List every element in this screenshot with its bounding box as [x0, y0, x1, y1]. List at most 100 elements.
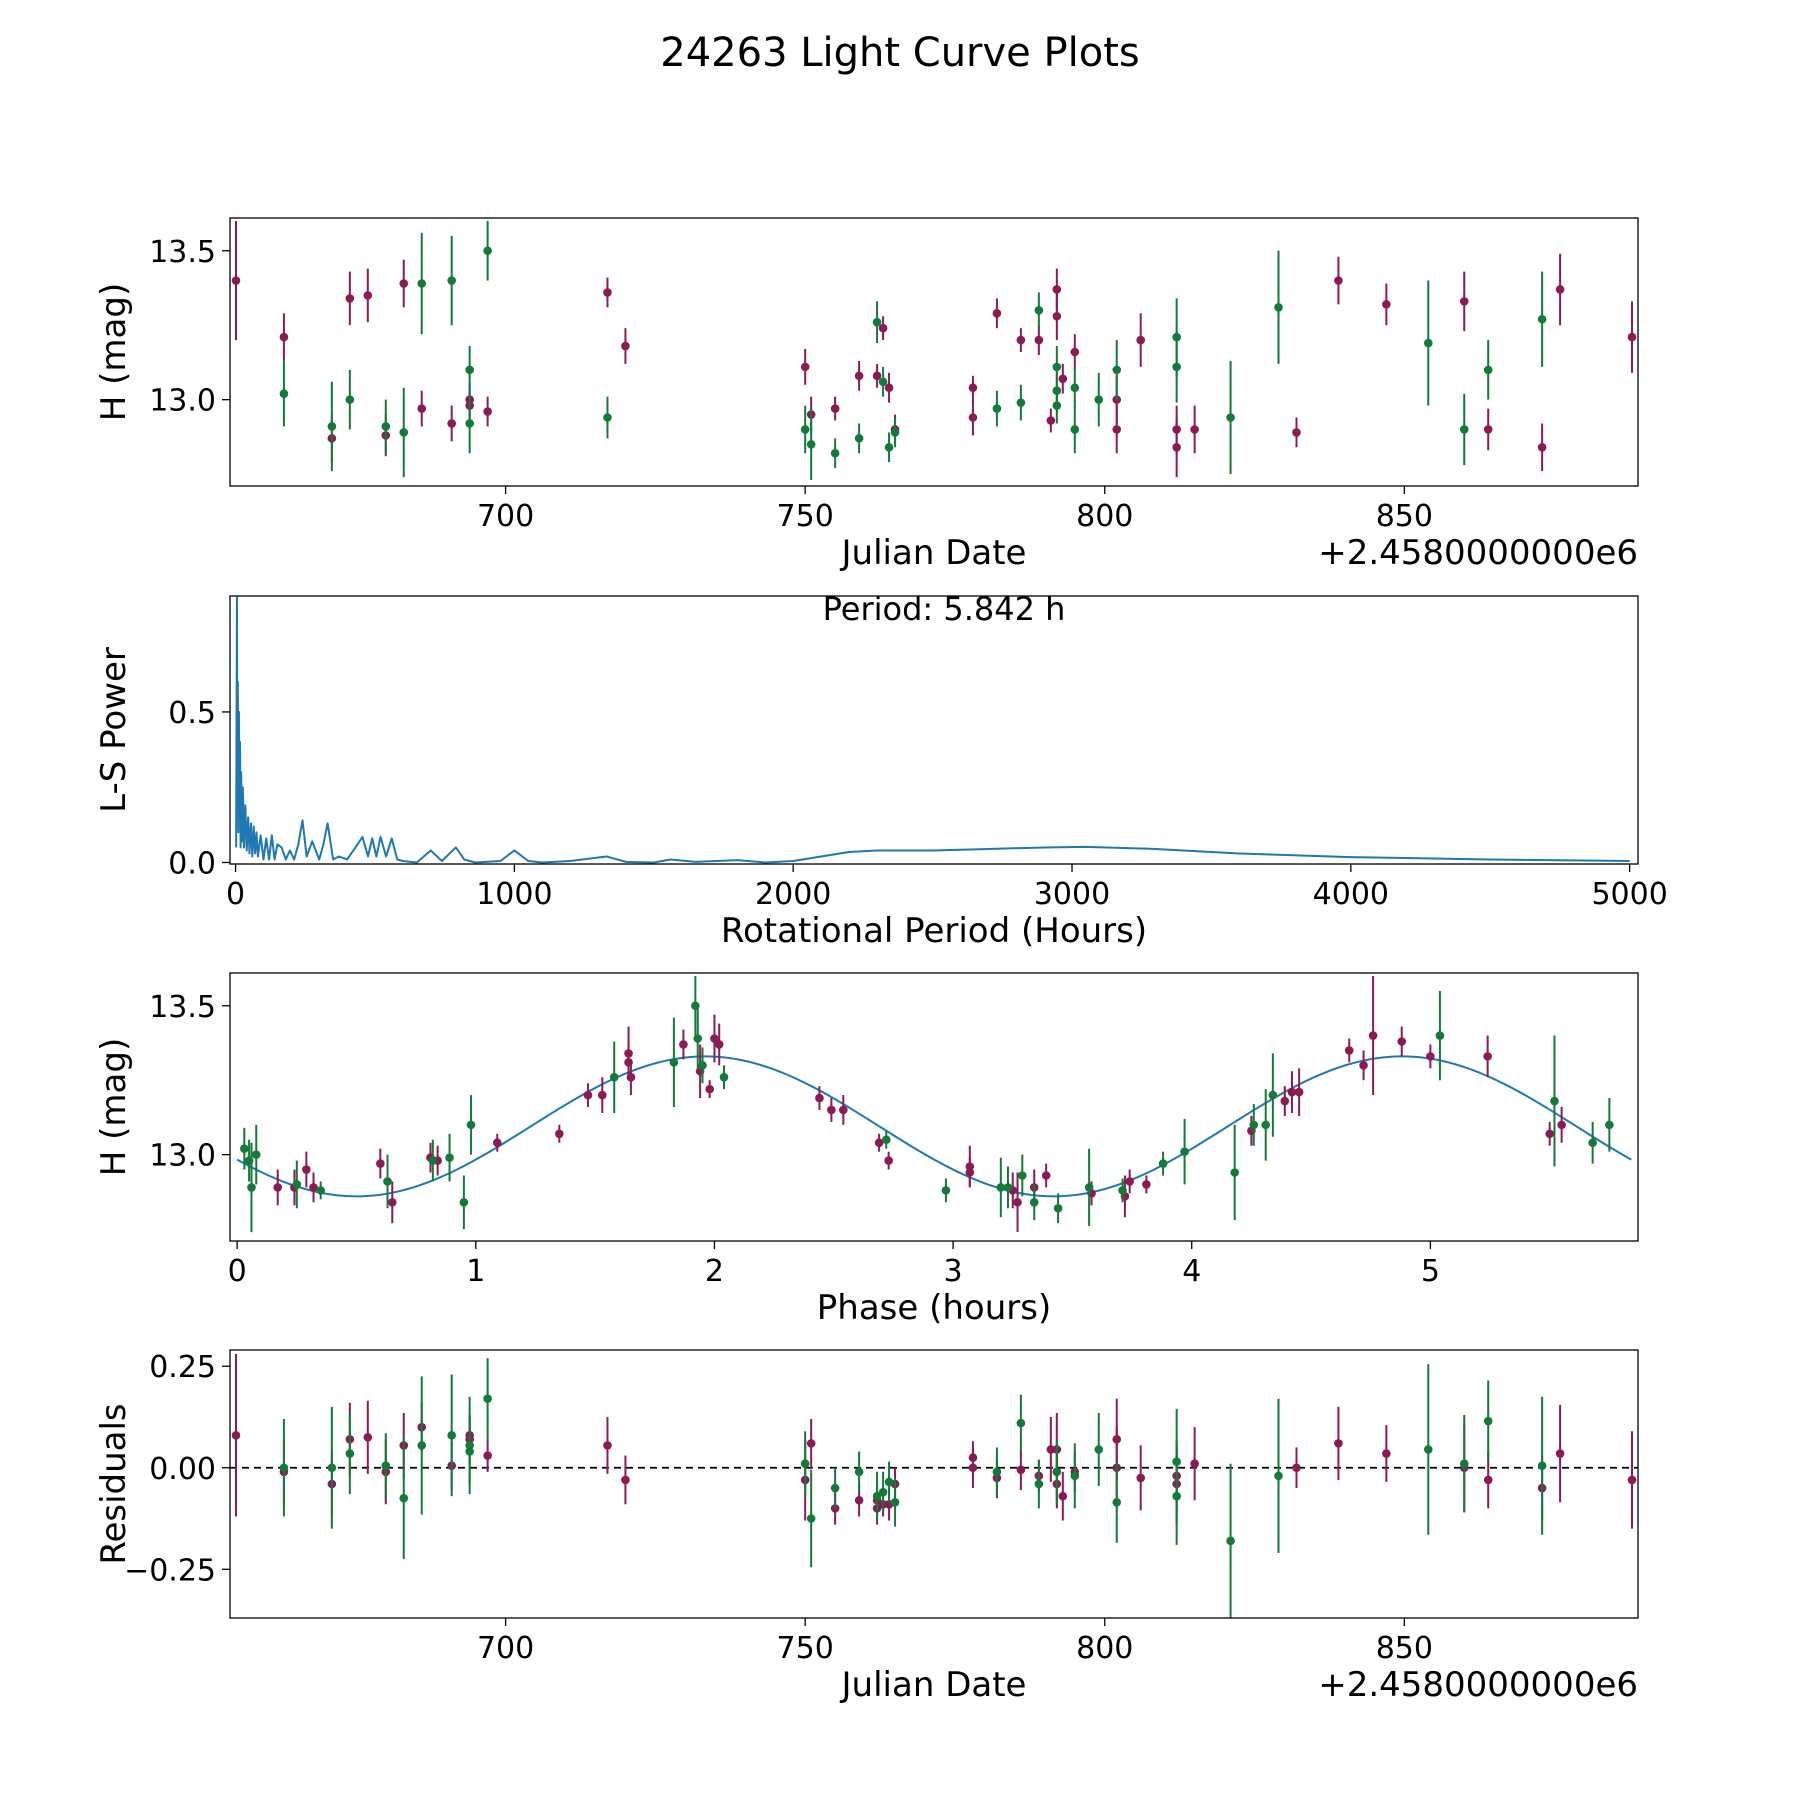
model-fit-curve [236, 1055, 1632, 1198]
x-tick-label: 750 [777, 1631, 834, 1666]
data-point-green [872, 317, 882, 327]
data-point-magenta [1034, 335, 1044, 345]
data-point-magenta [1459, 297, 1469, 306]
data-point-green [399, 1493, 409, 1503]
data-point-magenta [968, 1463, 978, 1473]
data-point-green [483, 246, 492, 256]
data-point-green [1226, 413, 1235, 422]
panel-residuals: 700 750 800 850 0.25 0.00 −0.25 Julian Date Resi… [94, 1349, 1639, 1705]
y-tick-label: 0.5 [168, 696, 216, 731]
data-point-magenta [839, 1105, 848, 1115]
data-point-magenta [624, 1049, 633, 1058]
data-point-magenta [1125, 1177, 1134, 1186]
data-point-green [327, 422, 337, 431]
data-point-magenta [854, 1495, 864, 1505]
data-point-green [800, 425, 810, 434]
data-point-magenta [1190, 1459, 1199, 1468]
data-point-green [1084, 1183, 1094, 1192]
data-point-green [1226, 1536, 1235, 1546]
data-point-magenta [1545, 1129, 1555, 1139]
data-point-magenta [399, 279, 409, 288]
data-point-green [1268, 1090, 1278, 1100]
data-point-magenta [1052, 285, 1062, 294]
data-point-green [1034, 306, 1044, 315]
data-point-green [884, 442, 894, 452]
data-point-magenta [1368, 1031, 1378, 1040]
data-point-green [693, 1034, 703, 1043]
data-point-green [719, 1072, 729, 1082]
data-point-green [830, 1483, 840, 1493]
data-point-magenta [1052, 311, 1062, 321]
data-point-green [1483, 1416, 1493, 1426]
panels: 700 750 800 850 13.0 13.5 Julian Date H (mag) +2… [94, 217, 1668, 1705]
data-point-green [1249, 1120, 1259, 1130]
data-point-green [466, 1120, 476, 1130]
data-point-green [878, 377, 888, 387]
x-tick-label: 700 [477, 499, 534, 534]
panel-lightcurve: 700 750 800 850 13.0 13.5 Julian Date H (mag) +2… [94, 217, 1639, 573]
data-point-magenta [597, 1090, 607, 1100]
data-point-green [1052, 386, 1062, 396]
y-tick-label: 13.0 [149, 1139, 216, 1174]
data-point-magenta [1287, 1087, 1297, 1097]
data-point-green [447, 276, 456, 285]
axes-frame [229, 595, 1639, 865]
data-point-magenta [884, 1156, 893, 1165]
data-point-green [1016, 1418, 1026, 1428]
data-point-green [1537, 314, 1547, 324]
panel-periodogram: 0 1000 2000 3000 4000 5000 0.0 0.5 Rotational Pe… [94, 590, 1668, 951]
x-tick-label: 0 [226, 877, 245, 912]
y-tick-label: 0.25 [149, 1350, 216, 1385]
data-point-green [465, 419, 474, 428]
data-point-green [1172, 362, 1181, 372]
y-tick-label: 13.5 [149, 235, 216, 270]
data-point-green [279, 1463, 289, 1473]
data-point-magenta [714, 1040, 724, 1049]
data-point-green [806, 1514, 816, 1523]
data-point-green [345, 395, 355, 404]
data-point-magenta [1046, 416, 1056, 425]
x-tick-label: 5 [1421, 1254, 1440, 1289]
data-point-magenta [621, 341, 630, 351]
x-tick-label: 5000 [1591, 877, 1667, 912]
data-point-magenta [1142, 1180, 1151, 1189]
axes-frame [229, 1349, 1639, 1619]
data-point-green [1112, 1497, 1122, 1507]
data-point-green [465, 365, 474, 375]
axes-frame [229, 972, 1639, 1242]
x-tick-label: 3000 [1034, 877, 1110, 912]
data-point-magenta [1382, 1449, 1391, 1458]
data-point-magenta [965, 1168, 975, 1177]
x-tick-label: 800 [1076, 1631, 1133, 1666]
data-point-green [1094, 1445, 1104, 1454]
data-point-green [1180, 1147, 1189, 1156]
data-point-green [1003, 1183, 1013, 1192]
data-point-magenta [1334, 276, 1343, 285]
data-point-green [428, 1156, 438, 1165]
plot-area [236, 975, 1632, 1233]
data-point-magenta [417, 404, 427, 413]
data-point-green [1537, 1461, 1547, 1471]
data-point-green [1118, 1186, 1127, 1195]
data-point-green [279, 389, 289, 398]
data-point-green [800, 1459, 810, 1468]
y-axis-label: H (mag) [94, 1038, 134, 1176]
data-point-magenta [621, 1475, 630, 1485]
data-point-green [417, 279, 427, 288]
data-point-magenta [1397, 1037, 1407, 1046]
data-point-magenta [483, 1451, 492, 1460]
data-point-green [1274, 303, 1283, 312]
data-point-green [941, 1186, 951, 1195]
data-point-green [483, 1394, 492, 1404]
data-point-green [1016, 398, 1026, 407]
data-point-magenta [483, 407, 492, 416]
data-point-green [1094, 395, 1104, 404]
data-point-green [854, 434, 864, 443]
data-point-magenta [827, 1105, 836, 1115]
data-point-magenta [815, 1093, 824, 1103]
x-axis-label: Rotational Period (Hours) [721, 911, 1147, 951]
data-point-green [1459, 425, 1469, 434]
data-point-magenta [626, 1072, 636, 1082]
data-point-magenta [1627, 1475, 1637, 1485]
